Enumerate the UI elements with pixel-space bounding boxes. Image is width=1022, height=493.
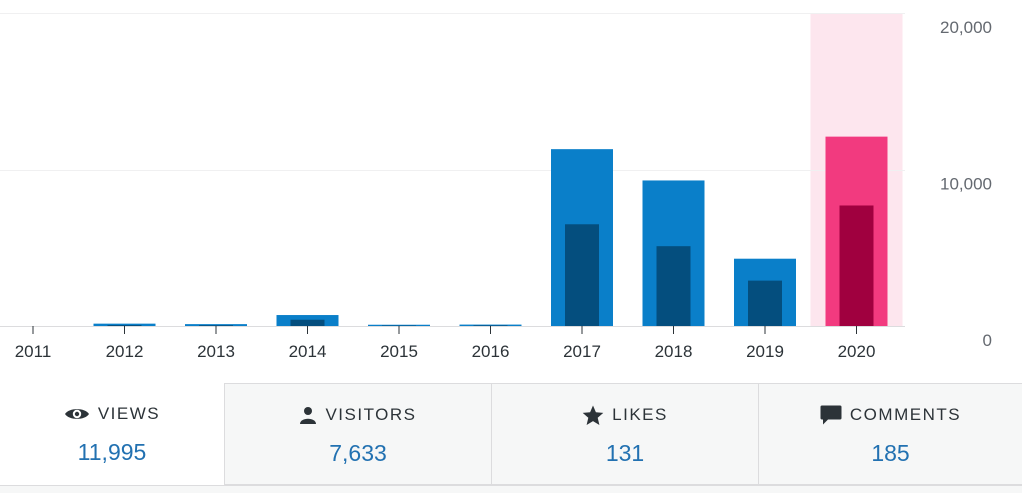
likes-value: 131 [605,440,645,466]
views-tab[interactable]: VIEWS 11,995 [0,383,224,485]
xtick-label-2013: 2013 [197,342,235,361]
views-label: VIEWS [97,404,161,423]
views-bar-2013 [185,324,247,326]
xtick-label-2018: 2018 [655,342,693,361]
views-value: 11,995 [77,439,147,465]
xtick-label-2019: 2019 [746,342,784,361]
xtick-label-2017: 2017 [563,342,601,361]
views-label-row: VIEWS [64,403,160,425]
stats-tabs: VIEWS 11,995 VISITORS 7,633 LIKES 131 [0,383,1022,485]
likes-label-row: LIKES [582,404,668,426]
comments-tab[interactable]: COMMENTS 185 [758,383,1022,485]
person-icon [299,406,317,424]
bar-chart: 0 10,000 20,000 2011 2012 2013 2014 2015 2016 201… [0,13,992,361]
xtick-label-2015: 2015 [380,342,418,361]
visitors-bar-2018 [656,246,691,326]
xtick-label-2011: 2011 [15,342,52,361]
visitors-tab[interactable]: VISITORS 7,633 [224,383,491,485]
visitors-label-row: VISITORS [299,404,416,426]
bottom-strip [0,485,1022,493]
views-bar-2015 [368,324,430,326]
comments-value: 185 [871,440,910,466]
visitors-bar-2020 [839,205,874,326]
comments-label: COMMENTS [849,405,962,424]
ytick-label-0: 0 [983,331,992,350]
comment-icon [820,405,842,425]
xtick-label-2014: 2014 [289,342,327,361]
ytick-label-2: 20,000 [940,18,992,37]
likes-tab[interactable]: LIKES 131 [491,383,758,485]
eye-icon [64,406,90,422]
likes-label: LIKES [612,405,668,424]
visitors-label: VISITORS [325,405,417,424]
visitors-value: 7,633 [329,440,387,466]
views-bar-2016 [459,324,522,326]
visitors-bar-2014 [290,319,325,326]
xtick-label-2012: 2012 [106,342,144,361]
star-icon [582,405,604,426]
visitors-bar-2012 [107,325,142,326]
visitors-bar-2013 [199,325,233,326]
ytick-label-1: 10,000 [940,175,992,194]
visitors-bar-2017 [565,224,599,326]
views-bar-2012 [93,323,156,326]
xtick-label-2016: 2016 [472,342,510,361]
comments-label-row: COMMENTS [820,404,961,426]
visitors-bar-2019 [748,280,782,326]
xtick-label-2020: 2020 [838,342,876,361]
visitors-bar-2016 [473,325,508,326]
